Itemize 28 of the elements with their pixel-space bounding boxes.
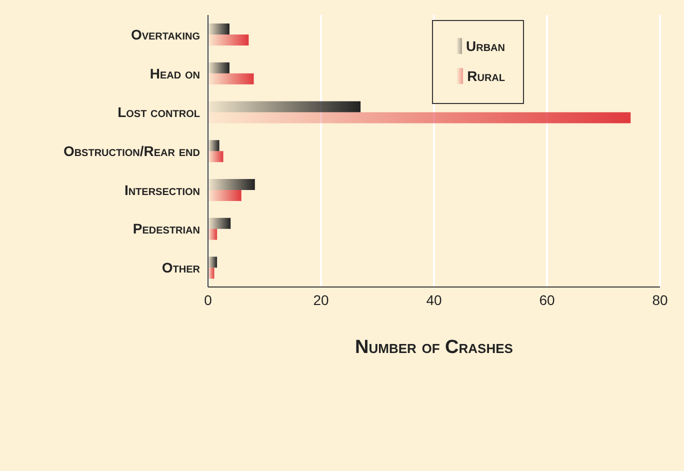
x-tick-label: 80: [652, 292, 668, 308]
y-tick-label: Obstruction/Rear end: [63, 142, 200, 159]
legend-label: Rural: [467, 68, 505, 84]
bar: [208, 151, 224, 162]
bar: [208, 112, 631, 124]
bar: [208, 101, 361, 112]
x-tick-label: 20: [313, 292, 329, 308]
x-tick-label: 60: [539, 292, 555, 308]
bar: [208, 62, 230, 74]
bar: [208, 178, 255, 190]
bar: [208, 228, 218, 240]
bar: [208, 24, 230, 35]
y-tick-label: Overtaking: [130, 26, 200, 42]
bar: [208, 73, 254, 84]
bar: [208, 140, 220, 152]
bar: [208, 190, 242, 201]
y-tick-label: Intersection: [124, 182, 200, 198]
bar: [208, 218, 231, 229]
y-tick-label: Lost control: [118, 104, 200, 120]
x-tick-label: 0: [204, 292, 212, 308]
x-tick-label: 40: [426, 292, 442, 308]
legend-label: Urban: [466, 38, 505, 54]
bar: [208, 256, 218, 268]
bar: [208, 34, 249, 46]
y-tick-label: Head on: [150, 65, 200, 82]
y-tick-label: Pedestrian: [132, 220, 200, 237]
x-axis-title: Number of Crashes: [355, 337, 514, 358]
y-tick-label: Other: [162, 260, 201, 276]
